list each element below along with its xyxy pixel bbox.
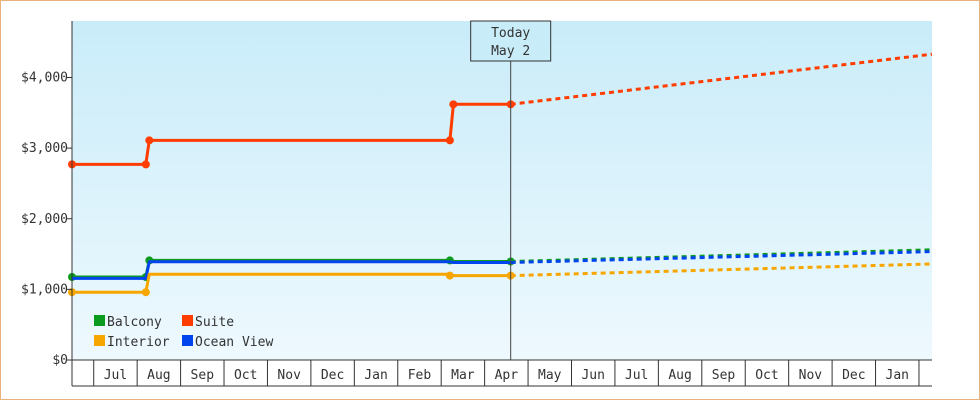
legend-label: Interior <box>107 335 170 350</box>
today-annotation: Today May 2 <box>470 20 552 360</box>
x-tick-label: Jan <box>886 368 909 383</box>
data-point <box>449 100 458 109</box>
series-history-line <box>72 102 511 166</box>
x-tick-label: Aug <box>147 368 170 383</box>
series-forecast-line <box>510 250 933 264</box>
legend-label: Suite <box>195 315 234 330</box>
legend-swatch <box>182 335 193 346</box>
x-tick-label: May <box>538 368 562 383</box>
x-tick-label: Sep <box>191 368 215 383</box>
legend: Balcony Suite Interior Ocean View <box>94 315 273 350</box>
series-history-line <box>72 272 511 294</box>
x-tick-label: Jul <box>104 368 127 383</box>
today-box <box>470 20 552 62</box>
x-tick-label: Sep <box>712 368 736 383</box>
y-tick-label: $0 <box>52 353 68 368</box>
plot-background <box>72 21 932 360</box>
legend-swatch <box>94 315 105 326</box>
x-tick-label: Jan <box>364 368 387 383</box>
x-tick-label: Aug <box>668 368 691 383</box>
x-tick-label: Mar <box>451 368 475 383</box>
series-layer <box>68 52 933 297</box>
axis-layer: $0 $1,000 $2,000 $3,000 $4,000 Jul Aug Sep Oct No… <box>21 21 932 387</box>
data-point <box>445 136 454 145</box>
x-tick-label: Jun <box>581 368 604 383</box>
today-date: May 2 <box>491 44 530 59</box>
y-tick-label: $2,000 <box>21 212 68 227</box>
legend-swatch <box>182 315 193 326</box>
x-tick-label: Dec <box>842 368 865 383</box>
series-forecast-line <box>510 262 933 278</box>
series-history-line <box>72 260 511 280</box>
x-tick-label: Jul <box>625 368 648 383</box>
legend-label: Ocean View <box>195 335 273 350</box>
today-label: Today <box>491 26 530 41</box>
data-point <box>445 271 454 280</box>
x-tick-label: Nov <box>799 368 823 383</box>
x-tick-label: Feb <box>408 368 432 383</box>
legend-swatch <box>94 335 105 346</box>
series-forecast-line <box>510 52 933 106</box>
data-point <box>141 288 150 297</box>
x-tick-label: Nov <box>277 368 301 383</box>
y-tick-label: $4,000 <box>21 71 68 86</box>
y-tick-label: $3,000 <box>21 141 68 156</box>
y-tick-label: $1,000 <box>21 282 68 297</box>
data-point <box>145 136 154 145</box>
x-tick-label: Dec <box>321 368 344 383</box>
x-tick-label: Oct <box>234 368 257 383</box>
x-tick-label: Oct <box>755 368 778 383</box>
data-point <box>141 160 150 169</box>
x-tick-label: Apr <box>495 368 519 383</box>
legend-label: Balcony <box>107 315 162 330</box>
